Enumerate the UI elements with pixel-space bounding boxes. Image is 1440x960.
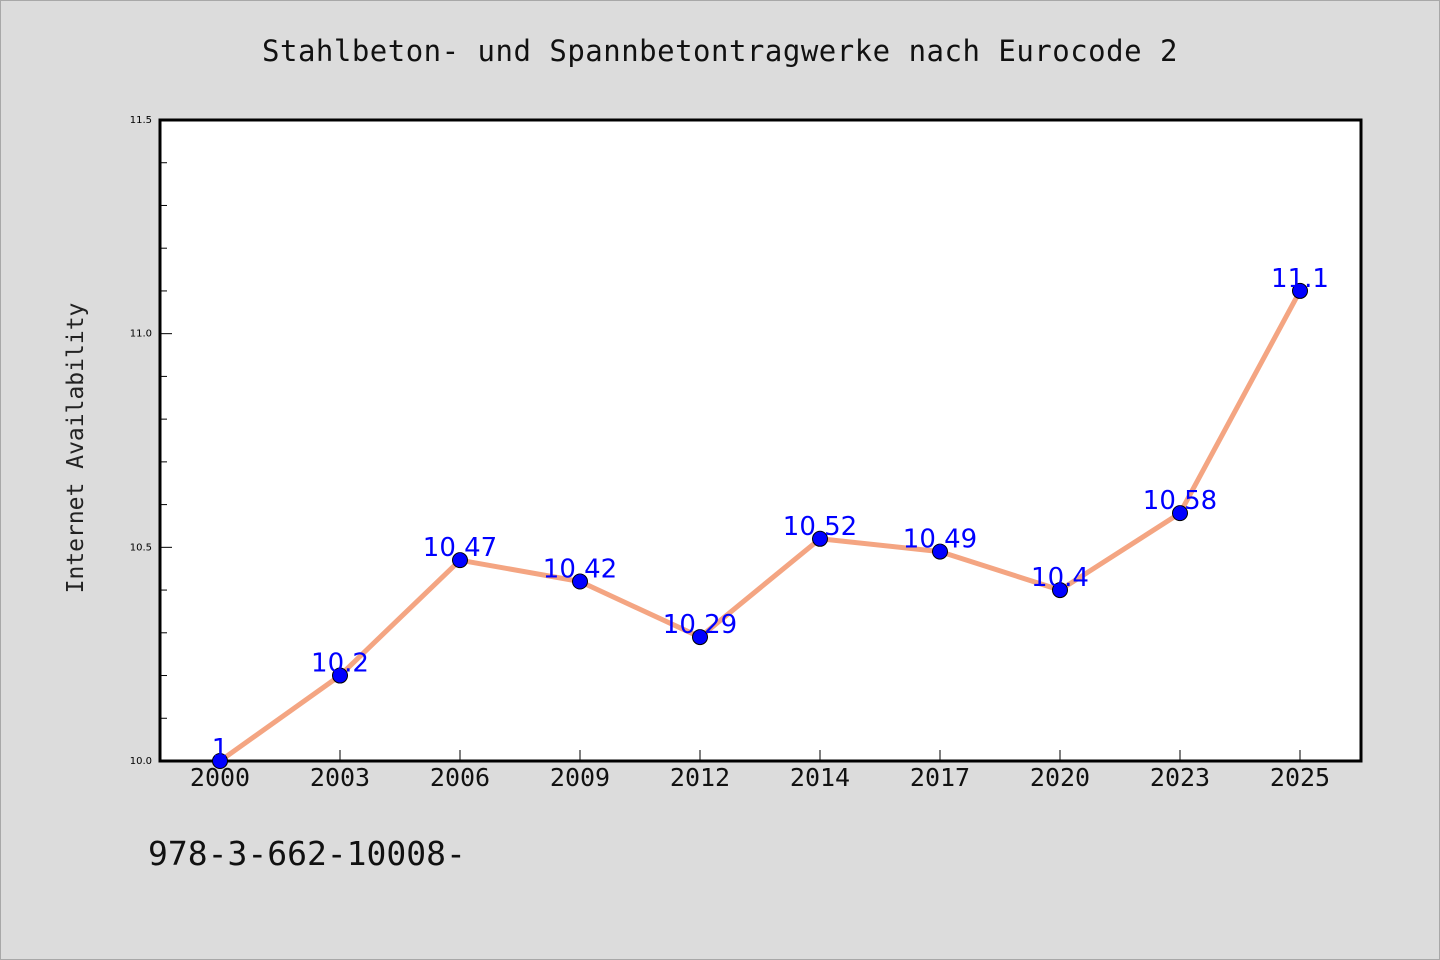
data-label: 10.49 <box>903 525 977 555</box>
series-line <box>217 288 1303 764</box>
y-axis-ticks: 10.0 10.5 11.0 11.5 <box>130 115 172 767</box>
chart-title: Stahlbeton- und Spannbetontragwerke nach… <box>262 34 1178 68</box>
data-label: 10.58 <box>1143 486 1217 516</box>
x-tick-label: 2006 <box>430 763 490 792</box>
y-tick-label: 10.0 <box>130 756 152 767</box>
x-tick-label: 2009 <box>550 763 610 792</box>
x-tick-label: 2023 <box>1150 763 1210 792</box>
x-tick-label: 2003 <box>310 763 370 792</box>
data-label: 10.4 <box>1031 563 1089 593</box>
data-point <box>932 543 948 560</box>
y-tick-label: 11.0 <box>130 329 152 340</box>
data-point <box>1172 505 1188 522</box>
y-tick-label: 10.5 <box>130 542 152 553</box>
x-tick-label: 2025 <box>1270 763 1330 792</box>
data-label: 10.47 <box>423 533 497 563</box>
data-label: 10.29 <box>663 610 737 640</box>
x-tick-label: 2020 <box>1030 763 1090 792</box>
x-tick-label: 2012 <box>670 763 730 792</box>
isbn-footer: 978-3-662-10008- <box>148 834 466 873</box>
data-label: 1 <box>212 734 229 764</box>
x-tick-label: 2014 <box>790 763 850 792</box>
data-point <box>212 753 228 769</box>
data-point <box>692 629 708 646</box>
data-point <box>1052 582 1068 599</box>
data-point <box>332 667 348 684</box>
data-point <box>812 530 828 547</box>
x-tick-label: 2017 <box>910 763 970 792</box>
y-tick-label: 11.5 <box>130 115 152 126</box>
x-axis-ticks: 2000 2003 2006 2009 2012 2014 2017 2020 2023 2025 <box>190 750 1330 792</box>
data-label: 10.52 <box>783 512 857 542</box>
data-point <box>452 552 468 569</box>
data-point <box>1292 282 1308 299</box>
data-labels: 1 10.2 10.47 10.42 10.29 10.52 10.49 10.4 10.58 1… <box>212 264 1329 764</box>
data-label: 10.2 <box>311 649 369 679</box>
data-series <box>212 282 1308 769</box>
data-label: 10.42 <box>543 555 617 585</box>
data-label: 11.1 <box>1271 264 1329 294</box>
data-point <box>572 573 588 590</box>
